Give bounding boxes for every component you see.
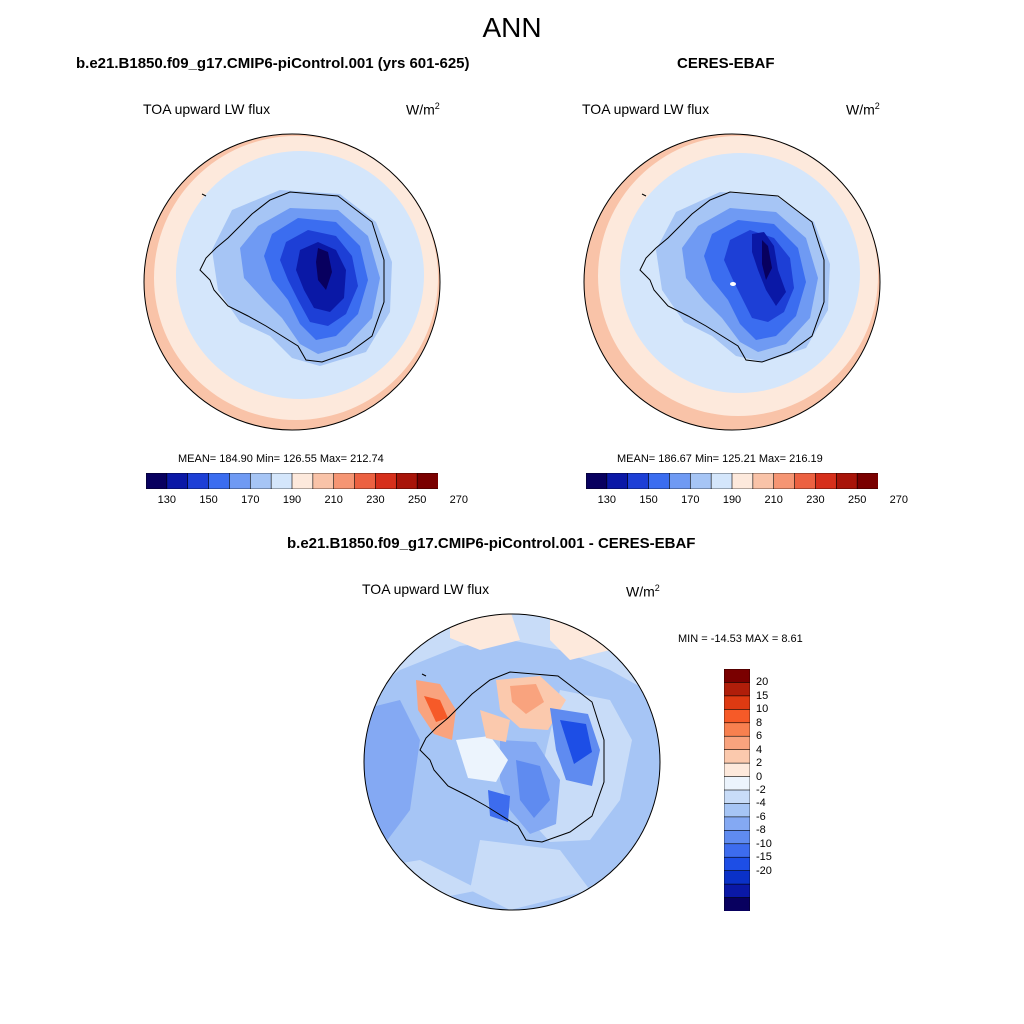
diff-colorbar-tick-label: -4 [756,797,766,810]
diff-colorbar-tick-label: 15 [756,689,769,702]
obs-units-label: W/m2 [846,101,880,118]
diff-stats: MIN = -14.53 MAX = 8.61 [678,633,803,645]
model-colorbar-swatch [375,473,397,489]
diff-colorbar-tick-label: -15 [756,851,772,864]
obs-colorbar [586,473,878,489]
diff-colorbar-swatch [724,669,750,684]
diff-colorbar-swatch [724,883,750,899]
model-colorbar-swatch [146,473,168,489]
diff-polar-map [363,613,661,911]
model-colorbar-tick-label: 210 [324,494,343,506]
model-colorbar-tick-label: 270 [449,494,469,506]
diff-colorbar-swatch [724,762,750,778]
obs-colorbar-swatch [731,473,754,489]
model-colorbar-tick-label: 230 [366,494,385,506]
diff-colorbar-swatch [724,870,750,885]
model-colorbar-tick-label: 130 [157,494,177,506]
diff-colorbar-swatch [724,695,750,711]
model-units-label: W/m2 [406,101,440,118]
obs-colorbar-swatch [815,473,837,489]
obs-colorbar-swatch [586,473,608,489]
diff-colorbar [724,669,750,911]
diff-colorbar-swatch [724,897,750,911]
model-colorbar-swatch [395,473,418,489]
obs-polar-map [583,133,881,431]
obs-colorbar-swatch [627,473,650,489]
obs-colorbar-swatch [606,473,629,489]
diff-colorbar-tick-label: 20 [756,676,769,689]
model-colorbar [146,473,438,489]
diff-colorbar-swatch [724,816,750,832]
model-colorbar-swatch [333,473,356,489]
diff-colorbar-swatch [724,709,750,724]
model-colorbar-swatch [291,473,314,489]
obs-panel-title: CERES-EBAF [677,55,775,72]
obs-colorbar-tick-label: 230 [806,494,825,506]
diff-variable-label: TOA upward LW flux [362,581,490,597]
diff-colorbar-swatch [724,722,750,737]
diff-colorbar-tick-label: -20 [756,864,772,877]
obs-colorbar-tick-label: 150 [639,494,658,506]
obs-colorbar-swatch [794,473,817,489]
diff-colorbar-swatch [724,735,750,751]
model-colorbar-swatch [166,473,189,489]
obs-variable-label: TOA upward LW flux [582,101,710,117]
diff-colorbar-tick-label: 4 [756,743,763,756]
model-colorbar-swatch [354,473,377,489]
diff-colorbar-swatch [724,789,750,805]
diff-colorbar-tick-label: -8 [756,824,766,837]
diff-colorbar-swatch [724,682,750,697]
diff-colorbar-swatch [724,830,750,845]
diff-colorbar-swatch [724,749,750,764]
model-colorbar-tick-label: 190 [282,494,302,506]
obs-colorbar-swatch [689,473,712,489]
figure-title: ANN [482,12,542,43]
diff-colorbar-tick-label: 0 [756,770,763,783]
diff-colorbar-tick-label: -10 [756,837,772,850]
model-colorbar-swatch [249,473,272,489]
obs-colorbar-tick-label: 130 [597,494,617,506]
model-colorbar-swatch [312,473,335,489]
obs-colorbar-swatch [648,473,671,489]
model-variable-label: TOA upward LW flux [143,101,271,117]
obs-colorbar-tick-label: 170 [681,494,700,506]
obs-colorbar-swatch [669,473,691,489]
obs-colorbar-swatch [856,473,878,489]
model-colorbar-swatch [229,473,251,489]
model-colorbar-tick-label: 150 [199,494,218,506]
diff-units-label: W/m2 [626,583,660,600]
model-stats: MEAN= 184.90 Min= 126.55 Max= 212.74 [178,453,384,465]
obs-stats: MEAN= 186.67 Min= 125.21 Max= 216.19 [617,453,823,465]
obs-colorbar-swatch [773,473,796,489]
model-colorbar-swatch [416,473,438,489]
diff-colorbar-swatch [724,856,750,872]
diff-colorbar-tick-label: 2 [756,757,763,770]
obs-colorbar-swatch [835,473,858,489]
model-colorbar-swatch [270,473,293,489]
diff-colorbar-tick-label: 10 [756,703,769,716]
diff-colorbar-tick-label: 6 [756,730,763,743]
diff-colorbar-swatch [724,803,750,818]
model-colorbar-tick-label: 170 [241,494,260,506]
obs-colorbar-swatch [752,473,775,489]
model-colorbar-tick-label: 250 [407,494,427,506]
diff-colorbar-swatch [724,776,750,791]
diff-panel-title: b.e21.B1850.f09_g17.CMIP6-piControl.001 … [287,535,696,552]
model-polar-map [143,133,441,431]
model-colorbar-swatch [187,473,210,489]
diff-colorbar-swatch [724,843,750,858]
obs-colorbar-tick-label: 250 [847,494,867,506]
model-panel-title: b.e21.B1850.f09_g17.CMIP6-piControl.001 … [76,55,470,72]
obs-colorbar-tick-label: 210 [764,494,783,506]
diff-colorbar-tick-label: 8 [756,716,763,729]
diff-colorbar-tick-label: -2 [756,784,766,796]
obs-colorbar-tick-label: 190 [722,494,742,506]
diff-colorbar-tick-label: -6 [756,810,766,823]
obs-colorbar-swatch [710,473,733,489]
model-colorbar-swatch [208,473,231,489]
obs-colorbar-tick-label: 270 [889,494,909,506]
